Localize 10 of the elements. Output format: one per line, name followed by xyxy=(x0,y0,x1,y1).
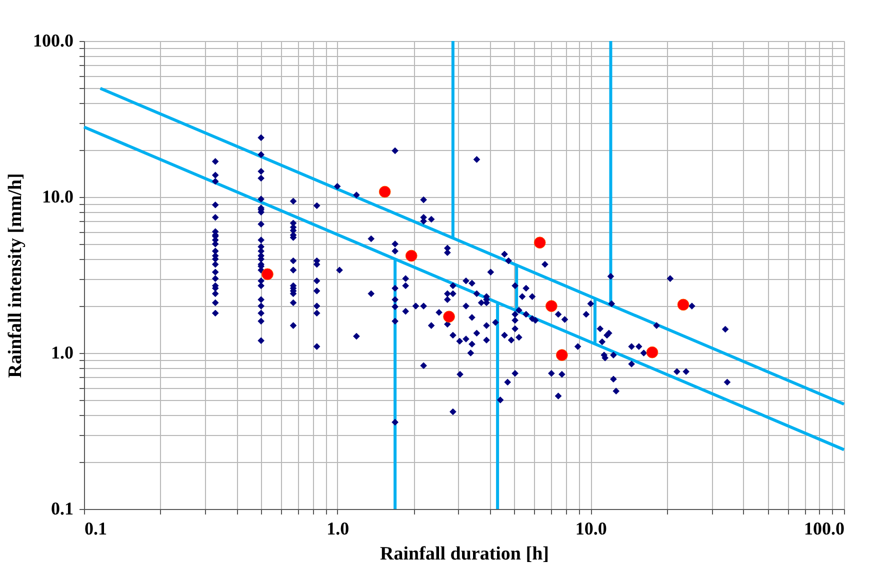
y-axis-title: Rainfall intensity [mm/h] xyxy=(5,173,26,378)
y-tick-label: 0.1 xyxy=(51,498,74,518)
x-tick-label: 1.0 xyxy=(326,518,350,538)
y-tick-label: 100.0 xyxy=(33,30,74,50)
x-tick-label: 10.0 xyxy=(575,518,607,538)
y-tick-label: 10.0 xyxy=(42,186,74,206)
x-tick-label: 100.0 xyxy=(804,518,844,538)
x-axis-title: Rainfall duration [h] xyxy=(380,544,549,564)
y-tick-label: 1.0 xyxy=(51,342,74,362)
x-tick-label: 0.1 xyxy=(84,518,107,538)
